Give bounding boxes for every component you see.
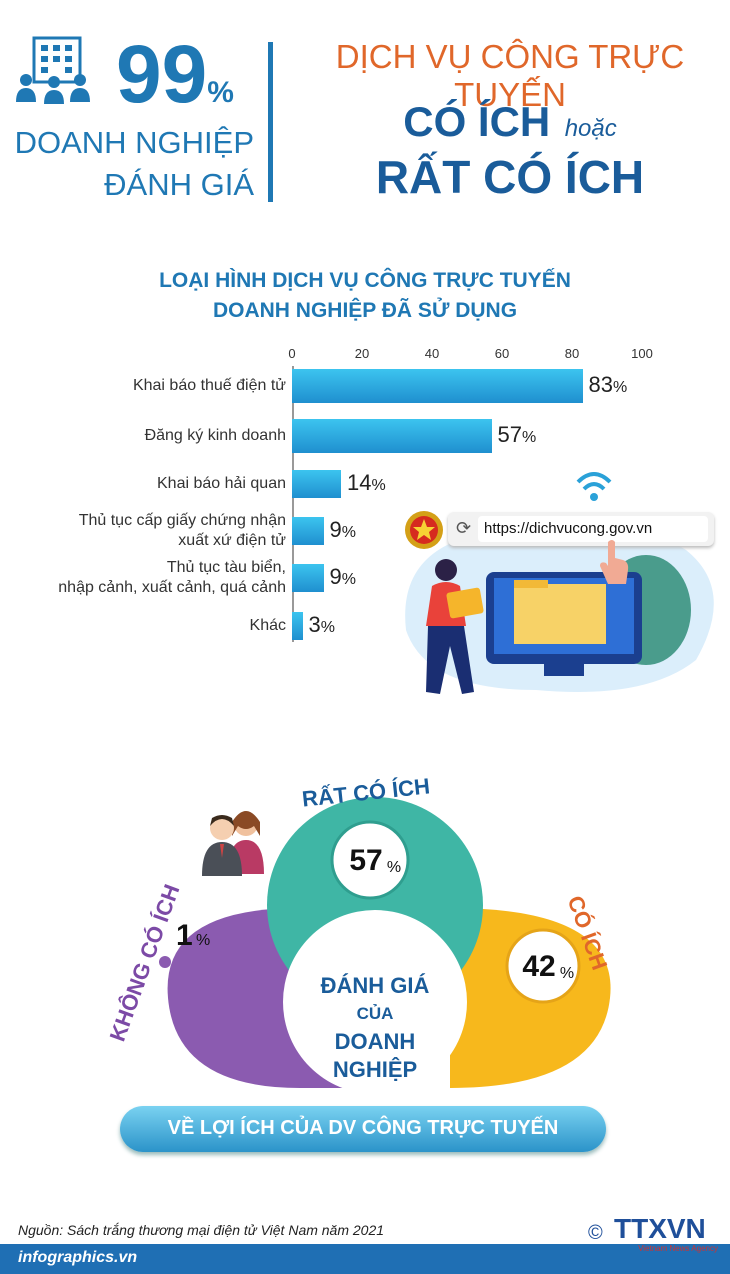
bar-value-label: 3% bbox=[308, 612, 335, 637]
stat-label: DOANH NGHIỆP ĐÁNH GIÁ bbox=[14, 125, 254, 202]
bar-value-label: 57% bbox=[497, 422, 537, 447]
category-label: Khai báo thuế điện tử bbox=[132, 377, 286, 394]
category-label: Thủ tục cấp giấy chứng nhận xuất xứ điện … bbox=[78, 512, 286, 549]
illustration: ⟳ https://dichvucong.gov.vn bbox=[396, 460, 726, 700]
bar bbox=[292, 517, 324, 545]
bar-value-label: 83% bbox=[588, 372, 628, 397]
category-label: Khai báo hải quan bbox=[157, 475, 286, 492]
headline-line1: DỊCH VỤ CÔNG TRỰC TUYẾN bbox=[335, 38, 685, 113]
rating-pie-chart: 57 %42 %1% bbox=[159, 797, 611, 1094]
bar-value-label: 9% bbox=[329, 564, 356, 589]
bar bbox=[292, 369, 583, 403]
bar-chart-axis-line bbox=[292, 366, 294, 642]
copyright-symbol: © bbox=[588, 1222, 603, 1244]
wifi-icon bbox=[576, 472, 612, 501]
site-link[interactable]: infographics.vn bbox=[18, 1249, 138, 1266]
x-tick-label: 100 bbox=[631, 346, 653, 361]
value-bubble bbox=[330, 820, 410, 900]
headline-useful: CÓ ÍCH bbox=[403, 98, 551, 145]
x-tick-label: 40 bbox=[424, 346, 440, 361]
woman-carrying-folders-figure bbox=[426, 559, 484, 694]
x-tick-label: 0 bbox=[288, 346, 296, 361]
headline-very-useful: RẤT CÓ ÍCH bbox=[375, 151, 645, 203]
browser-address-bar[interactable]: ⟳ https://dichvucong.gov.vn bbox=[448, 512, 714, 546]
bar-value-label: 14% bbox=[347, 470, 386, 495]
bar bbox=[292, 419, 492, 453]
value-bubble bbox=[505, 928, 581, 1004]
slice-value-unit: % bbox=[387, 859, 401, 876]
not-useful-dot bbox=[159, 956, 171, 968]
people-avatar-icon bbox=[202, 811, 264, 876]
slice-value-label: 42 bbox=[522, 950, 555, 983]
x-tick-label: 60 bbox=[494, 346, 510, 361]
headline-or: hoặc bbox=[564, 115, 617, 142]
bar bbox=[292, 612, 303, 640]
bar-chart-title: LOẠI HÌNH DỊCH VỤ CÔNG TRỰC TUYẾN DOANH … bbox=[159, 269, 571, 322]
refresh-icon[interactable]: ⟳ bbox=[456, 518, 472, 538]
national-emblem-icon bbox=[405, 511, 443, 549]
banner-text: VỀ LỢI ÍCH CỦA DV CÔNG TRỰC TUYẾN bbox=[167, 1117, 559, 1139]
footer-bar: infographics.vn bbox=[0, 1244, 730, 1274]
monitor-folder-icon bbox=[486, 572, 642, 676]
bar-value-label: 9% bbox=[329, 517, 356, 542]
slice-value-label: 1 bbox=[176, 919, 193, 952]
slice-value-label: 57 bbox=[349, 844, 382, 877]
header: 99% DOANH NGHIỆP ĐÁNH GIÁ DỊCH VỤ CÔNG T… bbox=[0, 0, 730, 215]
building-people-icon bbox=[16, 36, 90, 104]
banner: VỀ LỢI ÍCH CỦA DV CÔNG TRỰC TUYẾN bbox=[120, 1106, 606, 1152]
url-text: https://dichvucong.gov.vn bbox=[484, 520, 653, 537]
bar bbox=[292, 564, 324, 592]
hand-cursor-icon bbox=[600, 540, 629, 584]
x-tick-label: 20 bbox=[354, 346, 370, 361]
stat-unit: % bbox=[207, 76, 234, 109]
header-divider bbox=[268, 42, 273, 202]
stat-value: 99% bbox=[116, 29, 234, 120]
center-hole bbox=[283, 910, 467, 1094]
source-note: Nguồn: Sách trắng thương mại điện tử Việ… bbox=[18, 1222, 385, 1238]
bar bbox=[292, 470, 341, 498]
ttxvn-logo: TTXVN Vietnam News Agency bbox=[614, 1213, 718, 1254]
x-tick-label: 80 bbox=[564, 346, 580, 361]
category-label: Đăng ký kinh doanh bbox=[144, 427, 286, 444]
slice-value-unit: % bbox=[196, 932, 210, 949]
url-field[interactable]: https://dichvucong.gov.vn bbox=[478, 516, 708, 542]
not-useful-segment-fill bbox=[167, 908, 300, 1088]
slice-value-unit: % bbox=[560, 965, 574, 982]
category-label: Thủ tục tàu biển, nhập cảnh, xuất cảnh, q… bbox=[58, 559, 286, 596]
center-caption: ĐÁNH GIÁ CỦA DOANH NGHIỆP bbox=[320, 973, 430, 1082]
headline-useful-row: CÓ ÍCH hoặc bbox=[290, 98, 730, 146]
category-label: Khác bbox=[249, 617, 286, 634]
